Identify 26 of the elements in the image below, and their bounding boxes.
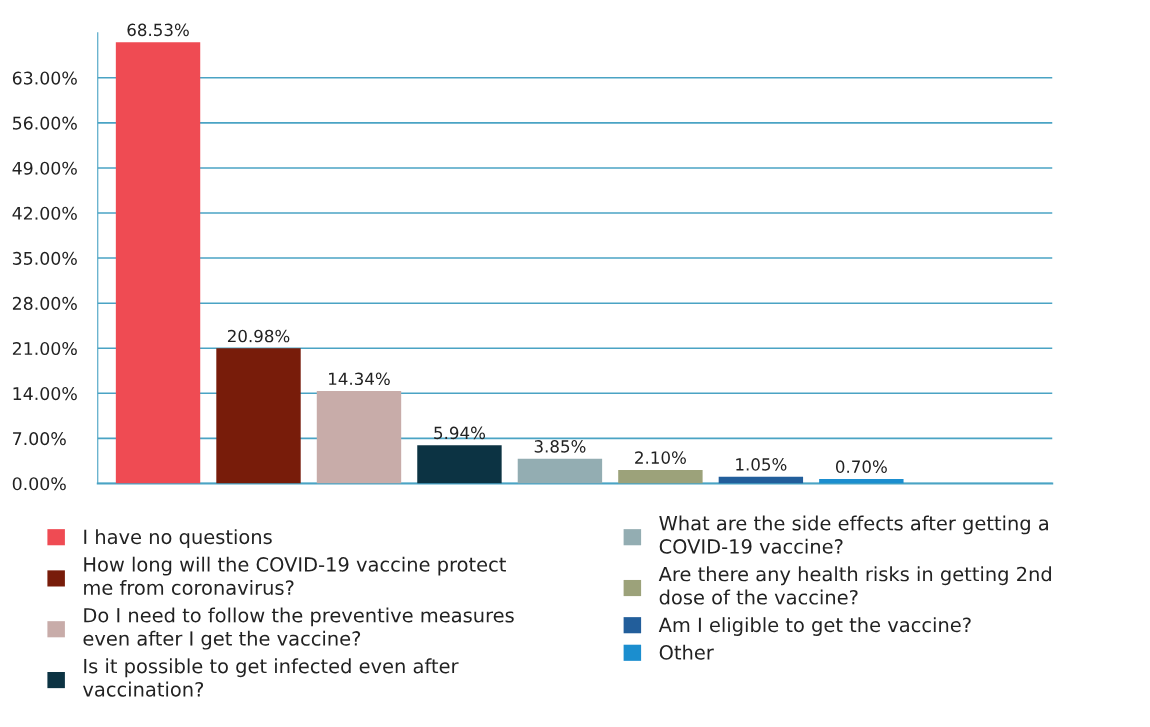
data-label: 3.85%: [534, 440, 586, 453]
data-label: 5.94%: [434, 426, 486, 440]
y-tick-label: 56.00%: [12, 116, 77, 130]
y-tick-label: 63.00%: [12, 71, 77, 85]
data-label: 0.70%: [835, 460, 887, 473]
data-label: 1.05%: [736, 458, 787, 471]
legend-label: How long will the COVID-19 vaccine protect me from coronavirus?: [84, 556, 506, 596]
legend-label: Are there any health risks in getting 2nd dose of the vaccine?: [658, 566, 1051, 605]
y-tick-label: 49.00%: [12, 161, 77, 175]
y-tick-label: 14.00%: [13, 387, 77, 401]
legend-label: Am I eligible to get the vaccine?: [658, 617, 971, 636]
legend-label: Other: [659, 644, 714, 660]
legend-label: What are the side effects after getting a COVID-19 vaccine?: [659, 515, 1048, 554]
y-tick-label: 42.00%: [12, 206, 77, 220]
y-tick-label: 28.00%: [12, 296, 77, 310]
data-label: 20.98%: [227, 329, 290, 343]
y-tick-label: 7.00%: [13, 432, 66, 446]
data-label: 14.34%: [329, 372, 390, 386]
data-label: 68.53%: [127, 23, 189, 37]
y-tick-label: 35.00%: [12, 251, 77, 265]
legend-label: Is it possible to get infected even after vaccination?: [82, 658, 459, 697]
data-label: 2.10%: [635, 451, 686, 464]
legend-label: Do I need to follow the preventive measures even after I get the vaccine?: [83, 607, 514, 650]
legend-label: I have no questions: [84, 529, 272, 548]
y-tick-label: 21.00%: [12, 341, 77, 356]
y-tick-label: 0.00%: [12, 477, 66, 491]
